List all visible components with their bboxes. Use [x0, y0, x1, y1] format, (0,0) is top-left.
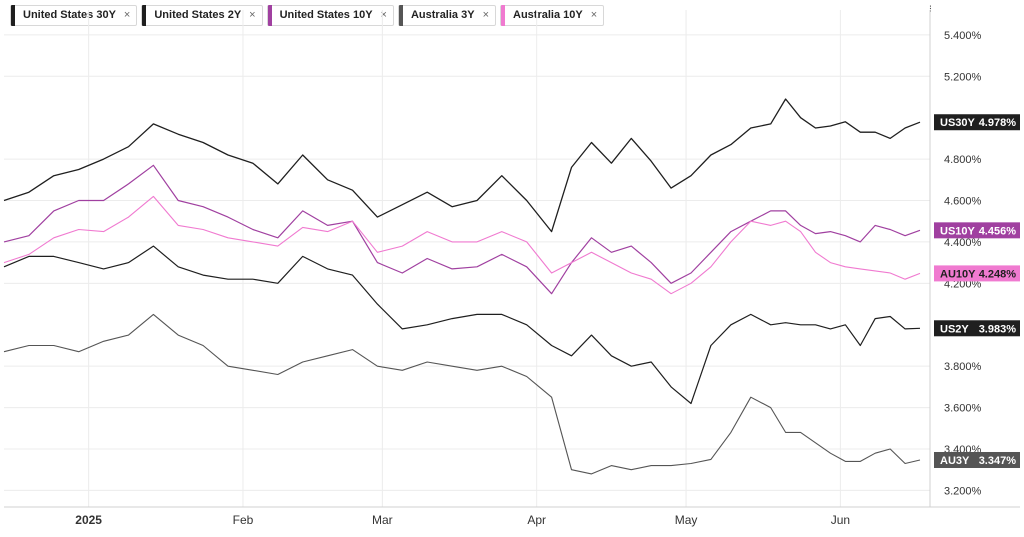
last-value-tag — [934, 114, 1020, 131]
series-color-swatch — [501, 4, 505, 26]
legend-label: United States 2Y — [154, 9, 242, 21]
y-tick-label: 3.200% — [944, 485, 982, 497]
series-line-us10y — [3, 164, 921, 295]
series-line-au10y — [3, 195, 921, 295]
last-value-tag — [934, 265, 1020, 282]
series-line-us2y — [3, 245, 921, 405]
series-color-swatch — [11, 4, 15, 26]
remove-series-icon[interactable]: × — [590, 9, 598, 21]
last-value-tag-name: US30Y — [940, 117, 976, 129]
legend: United States 30Y × United States 2Y × Unite… — [0, 0, 605, 30]
last-value-tag — [934, 320, 1020, 337]
x-tick-label: Jun — [831, 513, 850, 527]
x-tick-label: 2025 — [75, 513, 102, 527]
y-tick-label: 3.800% — [944, 361, 982, 373]
y-tick-label: 5.200% — [944, 71, 982, 83]
x-tick-label: Feb — [233, 513, 254, 527]
y-tick-label: 5.400% — [944, 30, 982, 42]
legend-chip[interactable]: United States 30Y × — [10, 4, 138, 26]
more-options-icon[interactable]: ⁝ — [928, 4, 932, 15]
series-color-swatch — [398, 4, 403, 26]
series-color-swatch — [267, 4, 272, 26]
series-color-swatch — [142, 4, 147, 26]
last-value-tag-value: 4.978% — [979, 117, 1017, 129]
remove-series-icon[interactable]: × — [482, 9, 489, 21]
x-tick-label: May — [675, 513, 698, 527]
y-tick-label: 4.800% — [944, 154, 982, 166]
legend-chip[interactable]: Australia 10Y × — [500, 4, 605, 26]
legend-label: Australia 10Y — [513, 9, 583, 21]
last-value-tag — [934, 451, 1020, 468]
y-tick-label: 4.600% — [944, 196, 982, 208]
y-tick-label: 4.400% — [944, 237, 982, 249]
last-value-tag-name: US2Y — [940, 323, 969, 335]
legend-chip[interactable]: United States 10Y × — [266, 4, 394, 26]
series-line-au3y — [3, 313, 921, 475]
last-value-tag-name: US10Y — [940, 225, 976, 237]
x-tick-label: Mar — [372, 513, 393, 527]
remove-series-icon[interactable]: × — [249, 9, 256, 21]
last-value-tag-name: AU3Y — [940, 455, 970, 467]
remove-series-icon[interactable]: × — [380, 9, 387, 21]
last-value-tag-value: 3.347% — [979, 455, 1017, 467]
y-tick-label: 3.600% — [944, 403, 982, 415]
last-value-tag-value: 3.983% — [979, 323, 1017, 335]
x-tick-label: Apr — [527, 513, 546, 527]
last-value-tag-value: 4.248% — [979, 268, 1017, 280]
series-line-us30y — [3, 98, 921, 233]
legend-label: United States 30Y — [23, 9, 116, 21]
last-value-tag — [934, 222, 1020, 239]
legend-label: Australia 3Y — [410, 9, 475, 21]
legend-label: United States 10Y — [279, 9, 373, 21]
legend-chip[interactable]: United States 2Y × — [141, 4, 263, 26]
last-value-tag-name: AU10Y — [940, 268, 976, 280]
last-value-tag-value: 4.456% — [979, 225, 1017, 237]
remove-series-icon[interactable]: × — [123, 9, 131, 21]
legend-chip[interactable]: Australia 3Y × — [397, 4, 496, 26]
